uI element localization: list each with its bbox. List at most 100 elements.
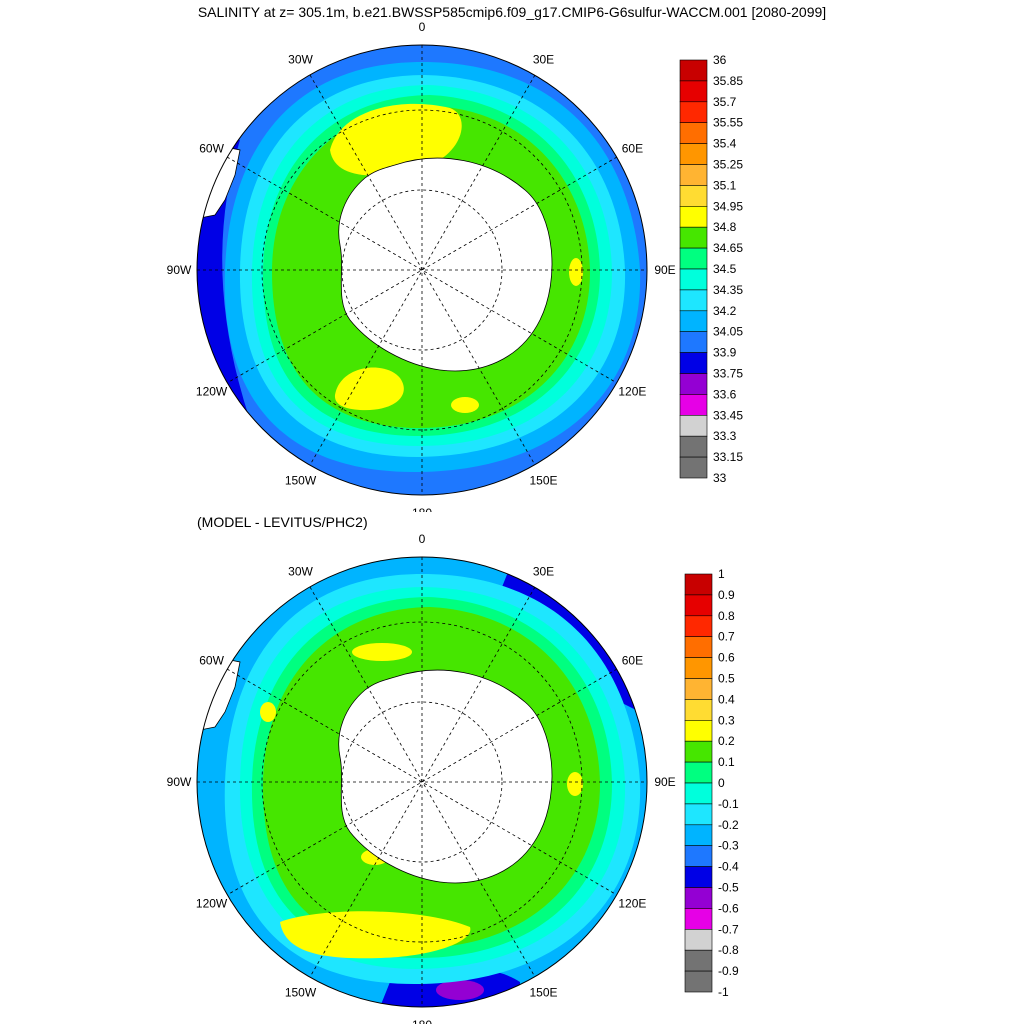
colorbar-box (684, 866, 713, 888)
colorbar-label: 0.9 (718, 588, 735, 602)
colorbar-label: -0.2 (718, 818, 739, 832)
longitude-label: 150W (285, 473, 317, 487)
longitude-label: 90E (654, 263, 675, 277)
colorbar-box (684, 824, 713, 846)
colorbar-label: 35.55 (713, 116, 743, 130)
colorbar-label: 35.85 (713, 74, 743, 88)
colorbar-box (679, 373, 708, 395)
colorbar-label: 33.6 (713, 387, 737, 401)
colorbar-box (679, 185, 708, 207)
longitude-label: 90W (167, 775, 192, 789)
colorbar-box (679, 352, 708, 374)
longitude-label: 180 (412, 506, 432, 512)
colorbar-box (679, 289, 708, 312)
colorbar-label: -0.1 (718, 797, 739, 811)
colorbar-box (679, 394, 708, 416)
colorbar-box (679, 435, 708, 458)
colorbar-label: 0.5 (718, 672, 735, 686)
longitude-label: 90W (167, 263, 192, 277)
high-salinity-patch-east (569, 258, 583, 286)
map-boundary (196, 44, 648, 496)
difference-colorbar: 1 0.9 0.8 0.7 0.6 0.5 0.4 0.3 0.2 0.1 0 -0.1 -0.2 -0.… (684, 567, 739, 999)
longitude-label: 90E (654, 775, 675, 789)
colorbar-label: -0.7 (718, 922, 739, 936)
colorbar-box (684, 782, 713, 805)
salinity-colorbar: 36 35.85 35.7 35.55 35.4 35.25 35.1 34.95 34.8 34… (679, 53, 743, 485)
high-salinity-patch (451, 397, 479, 413)
colorbar-label: 0.8 (718, 609, 735, 623)
colorbar-box (679, 101, 708, 124)
longitude-label: 120E (618, 385, 646, 399)
colorbar-box (684, 657, 713, 679)
colorbar-box (679, 143, 708, 165)
longitude-label: 150W (285, 985, 317, 999)
colorbar-box (679, 247, 708, 270)
longitude-labels: 0 30E 60E 90E 120E 150E 180 150W 120W 90W 60W 30W (167, 20, 676, 512)
negative-anomaly-south-core (436, 980, 484, 1000)
colorbar-label: -0.4 (718, 860, 739, 874)
salinity-panel: 0 30E 60E 90E 120E 150E 180 150W 120W 90W 60W 30W 3… (167, 20, 744, 512)
graticule (197, 557, 647, 1007)
colorbar-label: 0.2 (718, 734, 735, 748)
colorbar-label: 0.3 (718, 713, 735, 727)
longitude-label: 30E (533, 565, 554, 579)
colorbar-label: 35.1 (713, 178, 737, 192)
positive-anomaly-peninsula (260, 702, 276, 722)
colorbar-box (684, 740, 713, 763)
colorbar-label: -0.6 (718, 901, 739, 915)
colorbar-label: 34.95 (713, 199, 743, 213)
colorbar-box (679, 226, 708, 249)
longitude-label: 180 (412, 1018, 432, 1024)
colorbar-box (684, 594, 713, 617)
colorbar-label: 35.4 (713, 137, 737, 151)
map-boundary (196, 556, 648, 1008)
colorbar-label: 33 (713, 471, 727, 485)
colorbar-label: -0.5 (718, 881, 739, 895)
colorbar-box (684, 803, 713, 826)
colorbar-label: -0.9 (718, 964, 739, 978)
colorbar-label: 34.8 (713, 220, 737, 234)
colorbar-box (679, 456, 708, 479)
longitude-label: 120W (196, 897, 228, 911)
positive-anomaly-weddell (352, 643, 412, 661)
colorbar-box (684, 908, 713, 930)
high-salinity-weddell (330, 103, 462, 176)
colorbar-label: 1 (718, 567, 725, 581)
colorbar-label: 0 (718, 776, 725, 790)
colorbar-box (679, 80, 708, 103)
colorbar-box (684, 887, 713, 909)
colorbar-box (679, 268, 708, 291)
colorbar-box (679, 331, 708, 353)
colorbar-box (679, 164, 708, 186)
figure-title: SALINITY at z= 305.1m, b.e21.BWSSP585cmi… (197, 4, 827, 20)
colorbar-label: 33.3 (713, 429, 737, 443)
colorbar-label: 0.7 (718, 630, 735, 644)
colorbar-label: -0.8 (718, 943, 739, 957)
colorbar-box (684, 928, 713, 951)
colorbar-label: 0.4 (718, 692, 735, 706)
difference-subtitle: (MODEL - LEVITUS/PHC2) (197, 514, 368, 530)
difference-map: 0 30E 60E 90E 120E 150E 180 150W 120W 90W 60W 30W 1… (167, 532, 739, 1024)
graticule (197, 45, 647, 495)
colorbar-box (684, 699, 713, 721)
antarctica (338, 669, 553, 884)
colorbar-label: 36 (713, 53, 727, 67)
longitude-label: 150E (529, 985, 557, 999)
longitude-label: 60W (199, 142, 224, 156)
colorbar-label: 34.2 (713, 304, 737, 318)
colorbar-box (684, 636, 713, 658)
colorbar-label: 0.6 (718, 651, 735, 665)
longitude-label: 30W (288, 53, 313, 67)
longitude-label: 120W (196, 385, 228, 399)
longitude-label: 0 (419, 532, 426, 546)
colorbar-label: -0.3 (718, 839, 739, 853)
antarctica (338, 157, 553, 372)
longitude-label: 30W (288, 565, 313, 579)
colorbar-label: 0.1 (718, 755, 735, 769)
positive-anomaly-east (567, 772, 583, 796)
colorbar-box (679, 206, 708, 228)
high-salinity-ross (334, 367, 404, 411)
colorbar-label: 35.7 (713, 95, 737, 109)
colorbar-label: 34.65 (713, 241, 743, 255)
colorbar-box (684, 845, 713, 867)
